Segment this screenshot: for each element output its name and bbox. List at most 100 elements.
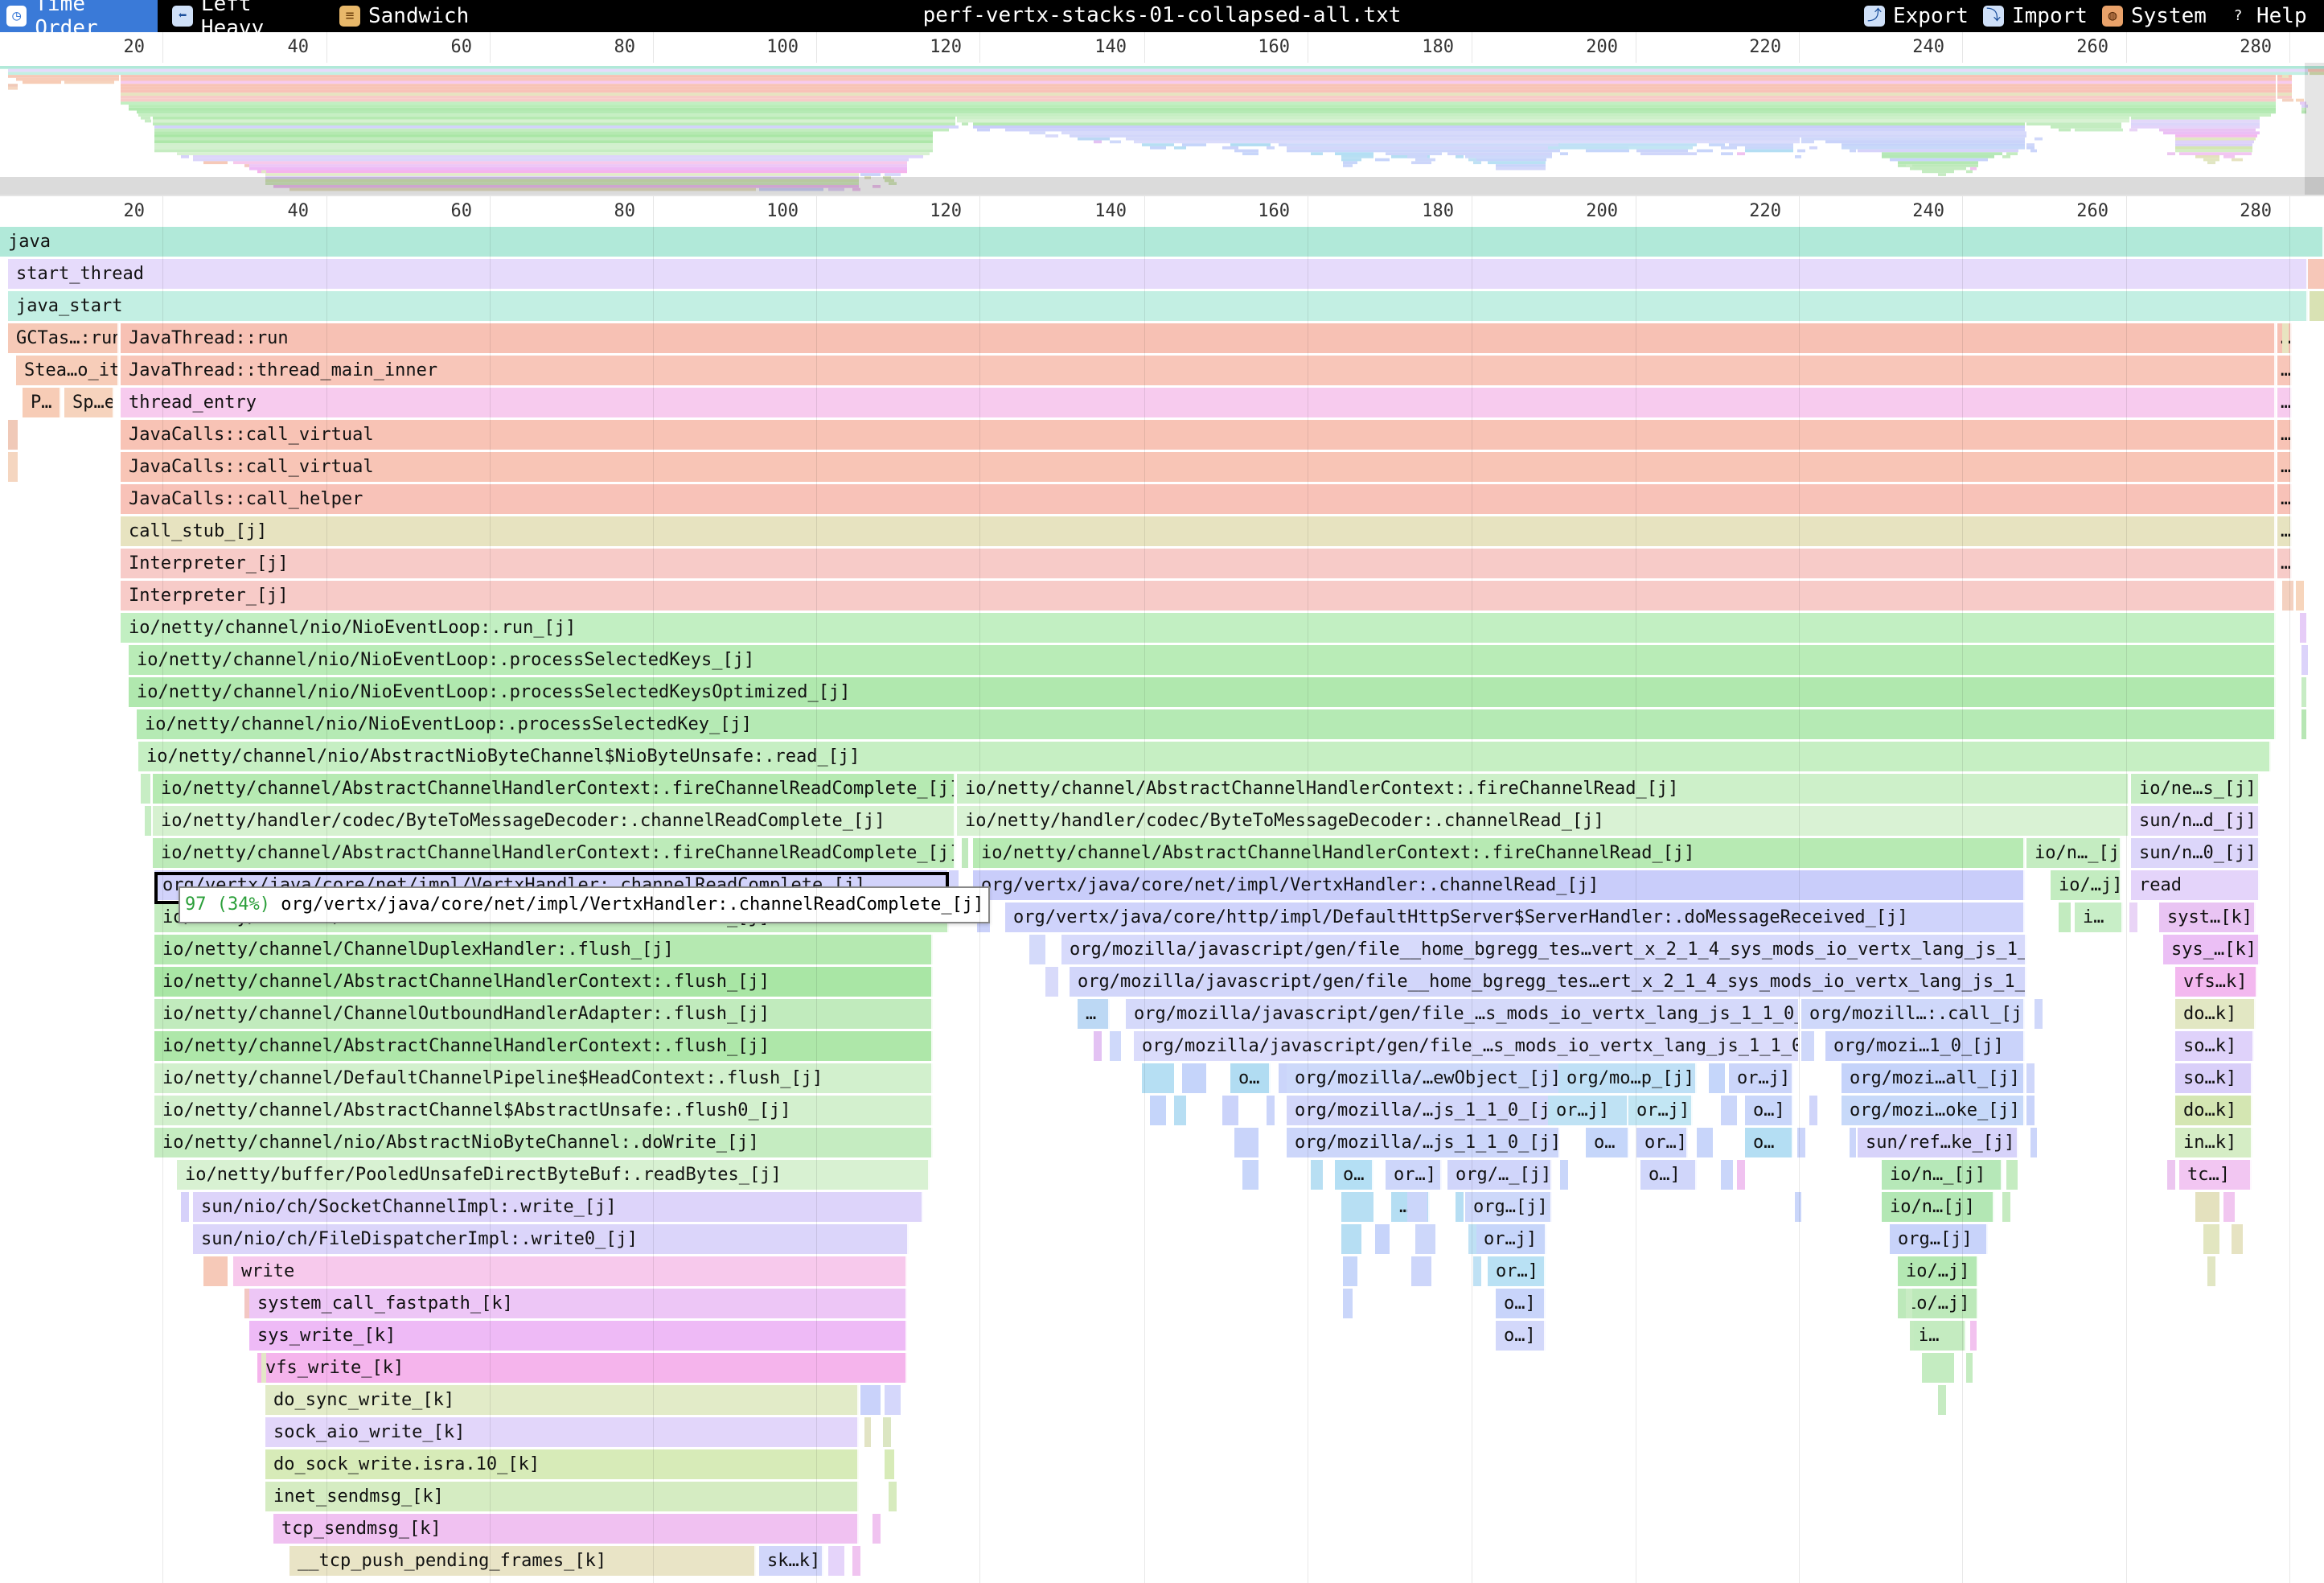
flame-frame-sliver[interactable] [1343,1256,1357,1286]
flame-frame-sliver[interactable] [244,1289,249,1318]
flame-frame-sliver[interactable] [1375,1224,1390,1254]
flame-frame-sliver[interactable] [1560,1160,1568,1190]
flame-frame[interactable]: thread_entry [121,388,2276,417]
flame-frame-sliver[interactable] [1966,1353,1973,1383]
flame-frame-sliver[interactable] [203,1256,228,1286]
sandwich-button[interactable]: ≡ Sandwich [333,0,478,32]
flame-frame-sliver[interactable] [1279,1063,1287,1093]
flame-frame[interactable]: Stea…o_it [16,356,119,385]
flame-frame[interactable]: … [2277,452,2292,482]
flame-frame-sliver[interactable] [1311,1160,1323,1190]
flame-frame[interactable]: do_sync_write_[k] [265,1385,859,1415]
flame-frame-sliver[interactable] [2296,581,2304,611]
flame-frame[interactable]: do…k] [2175,999,2256,1029]
flame-frame[interactable]: o…] [1745,1096,1793,1125]
flame-frame-sliver[interactable] [1234,1128,1258,1157]
flame-frame[interactable]: sk…k] [759,1546,823,1576]
flame-frame-sliver[interactable] [1094,1031,1102,1061]
flame-frame-sliver[interactable] [2308,259,2324,289]
flame-frame-sliver[interactable] [889,1482,897,1511]
flame-frame-sliver[interactable] [2026,1096,2035,1125]
flame-frame[interactable]: or…] [1488,1256,1546,1286]
flame-frame[interactable]: org/mozilla/javascript/gen/file_…s_mods_… [1126,999,1800,1029]
flame-frame[interactable]: JavaCalls::call_virtual [121,452,2276,482]
flame-frame[interactable]: org/mozi…1_0_[j] [1825,1031,2025,1061]
flame-frame[interactable]: io/netty/channel/nio/AbstractNioByteChan… [154,1128,933,1157]
flame-frame[interactable]: tcp_sendmsg_[k] [273,1514,859,1544]
flame-frame-sliver[interactable] [2301,645,2308,675]
flame-frame[interactable]: io/netty/channel/AbstractChannelHandlerC… [153,774,955,804]
flame-frame[interactable]: sun/n…d_[j] [2131,806,2260,836]
flame-frame-sliver[interactable] [1150,1096,1166,1125]
flame-frame[interactable]: or…j] [1548,1096,1628,1125]
flame-frame-sliver[interactable] [1242,1160,1258,1190]
flame-frame[interactable]: org/mozilla/javascript/gen/file__home_bg… [1061,935,2026,964]
flame-frame[interactable]: … [2277,356,2292,385]
flame-frame-sliver[interactable] [885,1385,901,1415]
flame-frame-sliver[interactable] [1174,1096,1186,1125]
flame-frame[interactable]: GCTas…:run [8,323,119,353]
flame-frame[interactable]: io/netty/channel/ChannelOutboundHandlerA… [154,999,933,1029]
flame-frame[interactable]: org/mozilla/javascript/gen/file_…s_mods_… [1134,1031,1800,1061]
flame-frame-sliver[interactable] [1029,935,1045,964]
flame-frame[interactable]: org/mozilla/…js_1_1_0_[j] [1287,1096,1560,1125]
flame-frame[interactable]: org/vertx/java/core/http/impl/DefaultHtt… [1005,903,2025,932]
flame-frame[interactable]: write [233,1256,907,1286]
flame-frame-sliver[interactable] [860,1385,881,1415]
flame-frame-sliver[interactable] [2195,1192,2219,1222]
flame-frame-sliver[interactable] [2026,1063,2035,1093]
flame-frame[interactable]: or…j] [1729,1063,1793,1093]
flame-frame[interactable]: io/netty/channel/AbstractChannelHandlerC… [154,967,933,997]
flame-frame-sliver[interactable] [864,1417,871,1447]
flame-frame-sliver[interactable] [1182,1063,1206,1093]
flame-frame-sliver[interactable] [1407,1192,1427,1222]
flame-frame-sliver[interactable] [1721,1160,1733,1190]
flame-frame-sliver[interactable] [1110,1031,1121,1061]
flame-frame[interactable]: sys_write_[k] [249,1321,907,1351]
flame-frame-sliver[interactable] [2282,323,2289,353]
flame-frame-sliver[interactable] [1797,1128,1805,1157]
flame-frame[interactable]: do_sock_write.isra.10_[k] [265,1449,859,1479]
flame-frame[interactable]: io/…j] [2051,870,2121,900]
flame-frame[interactable]: … [2277,549,2292,578]
left-heavy-button[interactable]: ⬅ Left Heavy [166,0,326,40]
flame-frame[interactable]: io/netty/channel/AbstractChannelHandlerC… [957,774,2129,804]
flame-frame-sliver[interactable] [1267,1096,1275,1125]
flame-frame-sliver[interactable] [883,1417,891,1447]
flame-frame[interactable]: Interpreter_[j] [121,581,2276,611]
flame-frame[interactable]: io/n…[j] [1882,1192,1994,1222]
flame-frame-sliver[interactable] [1938,1385,1946,1415]
flame-frame[interactable]: in…k] [2175,1128,2252,1157]
flame-frame-sliver[interactable] [1697,1128,1713,1157]
flame-frame-sliver[interactable] [1809,1096,1817,1125]
flame-frame[interactable]: o… [1586,1128,1629,1157]
flame-frame[interactable]: start_thread [8,259,2308,289]
flame-frame[interactable]: org/mo…p_[j] [1558,1063,1697,1093]
flame-frame[interactable]: io/netty/buffer/PooledUnsafeDirectByteBu… [177,1160,930,1190]
flame-frame[interactable]: org/mozi…oke_[j] [1842,1096,2025,1125]
import-button[interactable]: ⤵ Import [1977,0,2091,32]
flame-frame-sliver[interactable] [1795,1192,1801,1222]
flame-frame[interactable]: io/netty/channel/nio/NioEventLoop:.run_[… [121,613,2276,643]
flame-frame[interactable]: … [2277,484,2292,514]
flame-frame[interactable]: org/mozill…:.call_[j] [1801,999,2025,1029]
flame-frame[interactable]: o… [1335,1160,1373,1190]
flame-frame-sliver[interactable] [2002,1192,2010,1222]
flame-frame-sliver[interactable] [828,1546,844,1576]
flame-frame-sliver[interactable] [2030,1128,2037,1157]
flame-frame[interactable]: tc…] [2179,1160,2252,1190]
flame-frame[interactable]: sun/ref…ke_[j] [1858,1128,2018,1157]
flame-frame[interactable]: so…k] [2175,1031,2254,1061]
flame-frame[interactable]: vfs_write_[k] [257,1353,907,1383]
system-button[interactable]: ◍ System [2096,0,2216,32]
flame-frame-sliver[interactable] [2059,903,2071,932]
flame-frame-sliver[interactable] [2035,999,2043,1029]
flame-frame-sliver[interactable] [1343,1289,1353,1318]
flame-frame-sliver[interactable] [1970,1321,1977,1351]
flame-frame[interactable]: org/mozi…all_[j] [1842,1063,2025,1093]
flame-frame-sliver[interactable] [2223,1192,2235,1222]
flame-frame[interactable]: o…] [1640,1160,1697,1190]
flame-frame[interactable]: JavaThread::thread_main_inner [121,356,2276,385]
flame-frame[interactable]: Sp…e [64,388,114,417]
flame-frame-sliver[interactable] [1142,1063,1174,1093]
